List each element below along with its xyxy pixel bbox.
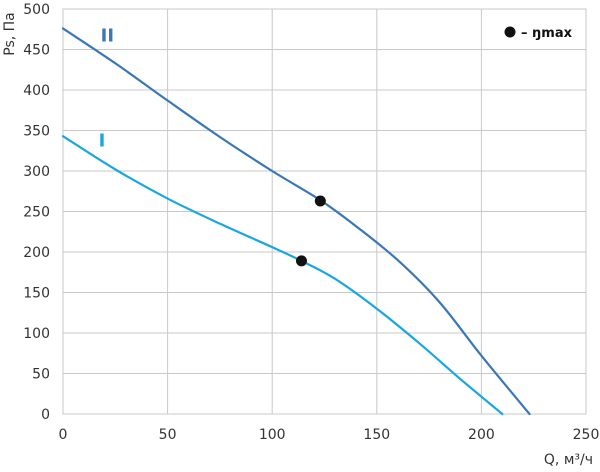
y-axis-title: Ps, Па <box>2 12 18 56</box>
x-tick-label: 100 <box>259 427 286 443</box>
legend-label: – ŋmax <box>521 26 573 41</box>
y-tick-label: 200 <box>23 245 50 261</box>
x-axis-title: Q, м³/ч <box>544 452 593 468</box>
eta-max-point-i <box>295 255 307 267</box>
eta-max-markers <box>295 195 326 267</box>
y-tick-label: 350 <box>23 124 50 140</box>
y-tick-label: 300 <box>23 164 50 180</box>
series-label-ii: II <box>101 25 114 46</box>
y-tick-label: 450 <box>23 43 50 59</box>
y-tick-label: 250 <box>23 205 50 221</box>
y-tick-label: 0 <box>41 407 50 423</box>
x-tick-label: 0 <box>59 427 68 443</box>
x-tick-label: 150 <box>363 427 390 443</box>
x-tick-label: 250 <box>573 427 600 443</box>
y-tick-label: 400 <box>23 83 50 99</box>
y-tick-label: 100 <box>23 326 50 342</box>
legend-marker <box>504 26 516 38</box>
legend: – ŋmax <box>504 26 573 41</box>
y-tick-label: 150 <box>23 286 50 302</box>
series-line-ii <box>61 27 531 416</box>
y-tick-label: 50 <box>32 367 50 383</box>
x-tick-label: 200 <box>468 427 495 443</box>
x-tick-label: 50 <box>159 427 177 443</box>
axes: 0 50 100 150 200 250 0 50 100 150 200 250 300 350 400 4… <box>23 2 599 443</box>
y-tick-label: 500 <box>23 2 50 18</box>
series-label-i: I <box>99 131 106 152</box>
grid <box>62 8 587 415</box>
eta-max-point-ii <box>314 195 326 207</box>
series-lines: III <box>61 25 531 416</box>
